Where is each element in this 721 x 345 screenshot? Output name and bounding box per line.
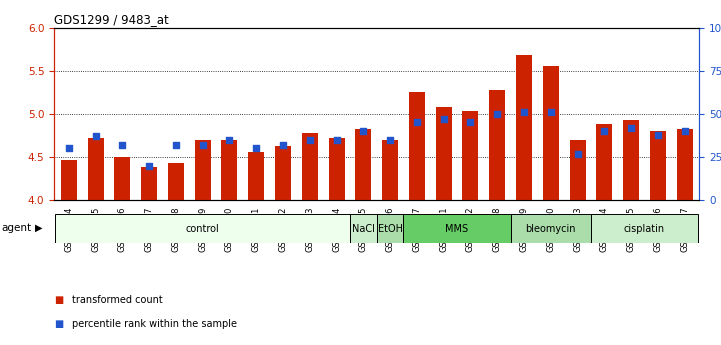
Bar — [195, 140, 211, 200]
Point — [358, 128, 369, 134]
Text: NaCl: NaCl — [352, 224, 375, 234]
Bar — [489, 90, 505, 200]
Point — [464, 120, 476, 125]
Bar — [510, 214, 591, 243]
Bar — [302, 133, 318, 200]
Point — [652, 132, 663, 137]
Point — [117, 142, 128, 148]
Text: ■: ■ — [54, 295, 63, 305]
Text: GDS1299 / 9483_at: GDS1299 / 9483_at — [54, 13, 169, 27]
Bar — [350, 214, 376, 243]
Bar — [329, 138, 345, 200]
Bar — [61, 160, 77, 200]
Bar — [409, 92, 425, 200]
Point — [197, 142, 208, 148]
Text: control: control — [186, 224, 220, 234]
Bar — [87, 138, 104, 200]
Bar — [591, 214, 698, 243]
Text: percentile rank within the sample: percentile rank within the sample — [72, 319, 237, 329]
Point — [63, 146, 74, 151]
Bar — [221, 140, 237, 200]
Bar — [676, 128, 693, 200]
Point — [250, 146, 262, 151]
Bar — [570, 140, 585, 200]
Point — [384, 137, 396, 142]
Point — [625, 125, 637, 130]
Bar — [650, 131, 666, 200]
Text: ■: ■ — [54, 319, 63, 329]
Text: EtOH: EtOH — [378, 224, 402, 234]
Text: agent: agent — [1, 223, 32, 233]
Point — [304, 137, 316, 142]
Bar — [376, 214, 404, 243]
Point — [545, 109, 557, 115]
Point — [331, 137, 342, 142]
Point — [492, 111, 503, 117]
Bar — [404, 214, 510, 243]
Bar — [115, 157, 131, 200]
Point — [170, 142, 182, 148]
Bar — [462, 111, 479, 200]
Bar — [435, 107, 451, 200]
Point — [143, 163, 155, 168]
Bar — [355, 128, 371, 200]
Bar — [248, 152, 265, 200]
Bar — [543, 66, 559, 200]
Point — [598, 128, 610, 134]
Text: cisplatin: cisplatin — [624, 224, 665, 234]
Bar — [275, 146, 291, 200]
Point — [518, 109, 530, 115]
Point — [224, 137, 235, 142]
Point — [90, 134, 102, 139]
Bar — [516, 55, 532, 200]
Point — [278, 142, 289, 148]
Text: bleomycin: bleomycin — [526, 224, 576, 234]
Bar — [141, 167, 157, 200]
Point — [411, 120, 423, 125]
Bar — [596, 124, 612, 200]
Bar — [382, 140, 398, 200]
Bar — [56, 214, 350, 243]
Bar — [168, 163, 184, 200]
Text: ▶: ▶ — [35, 223, 42, 233]
Point — [572, 151, 583, 156]
Text: MMS: MMS — [446, 224, 469, 234]
Point — [679, 128, 691, 134]
Text: transformed count: transformed count — [72, 295, 163, 305]
Point — [438, 116, 449, 122]
Bar — [623, 120, 639, 200]
